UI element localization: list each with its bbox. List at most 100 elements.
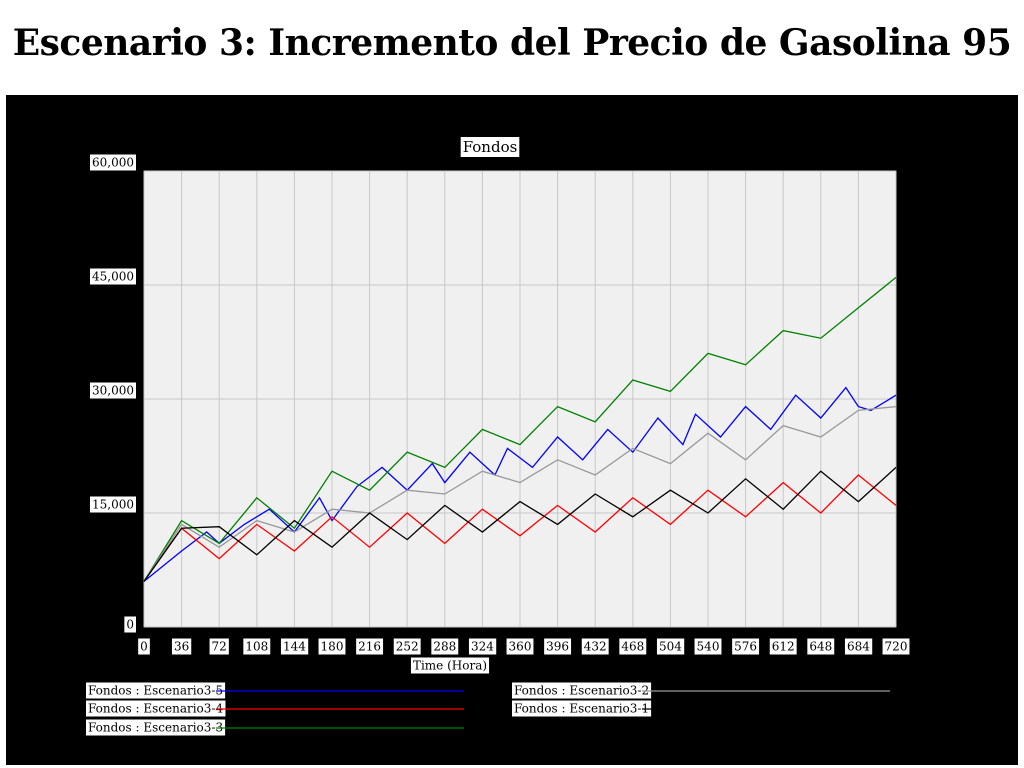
series-line-2 (143, 474, 897, 582)
legend-label-2-group: Fondos : Escenario3-4 (86, 700, 226, 717)
x-tick-label-bg (209, 638, 229, 655)
x-tick-label-group: 144 (280, 638, 309, 655)
x-tick-label: 648 (809, 640, 832, 654)
x-tick-label: 468 (621, 640, 644, 654)
x-tick-label-group: 72 (209, 638, 229, 655)
x-tick-label-group: 540 (694, 638, 722, 655)
x-tick-label-group: 468 (619, 638, 647, 655)
x-tick-label-group: 288 (431, 638, 459, 655)
fondos-chart: Fondos 0 15,000 30,000 45,000 60,000 0 36 72 108 1… (6, 95, 1018, 765)
x-tick-label-group: 216 (356, 638, 384, 655)
legend-label-2: Fondos : Escenario3-4 (88, 702, 223, 716)
x-tick-label: 540 (697, 640, 720, 654)
chart-title-bg (460, 137, 520, 157)
legend-label-4-group: Fondos : Escenario3-2 (512, 682, 652, 699)
x-tick-label: 396 (546, 640, 569, 654)
x-tick-label: 216 (358, 640, 381, 654)
x-axis-label: Time (Hora) (413, 659, 487, 673)
legend-label-3-group: Fondos : Escenario3-3 (86, 719, 226, 736)
x-tick-label-group: 576 (732, 638, 760, 655)
y-tick-label-bg (90, 382, 136, 399)
x-tick-label: 36 (174, 640, 189, 654)
slide-title: Escenario 3: Incremento del Precio de Ga… (12, 22, 1012, 64)
x-axis-label-group: Time (Hora) (410, 657, 490, 674)
x-tick-label-bg (844, 638, 873, 655)
x-tick-label-bg (619, 638, 647, 655)
y-tick-label-bg (90, 268, 136, 285)
legend-label-1-group: Fondos : Escenario3-5 (86, 682, 226, 699)
x-tick-label-bg (393, 638, 421, 655)
x-tick-label: 0 (140, 640, 148, 654)
x-tick-label-group: 324 (468, 638, 497, 655)
y-tick-label: 30,000 (92, 384, 134, 398)
y-tick-label: 15,000 (92, 498, 134, 512)
y-tick-label-group: 60,000 (90, 154, 136, 171)
x-tick-label-group: 108 (243, 638, 271, 655)
y-tick-label: 0 (126, 618, 134, 632)
series-line-4 (143, 405, 897, 582)
chart-title-group: Fondos (460, 137, 520, 157)
x-tick-label-bg (882, 638, 910, 655)
x-tick-label: 576 (734, 640, 757, 654)
y-tick-label-group: 0 (124, 616, 136, 633)
x-tick-label-bg (544, 638, 572, 655)
legend-label-5-bg (512, 700, 652, 717)
x-tick-label-bg (732, 638, 760, 655)
x-tick-label-bg (656, 638, 685, 655)
x-tick-label: 252 (396, 640, 419, 654)
x-tick-label-group: 360 (506, 638, 534, 655)
legend-label-4-bg (512, 682, 652, 699)
legend-label-5-group: Fondos : Escenario3-1 (512, 700, 652, 717)
series-line-5 (143, 466, 897, 582)
x-tick-label-bg (138, 638, 150, 655)
x-tick-label-bg (807, 638, 835, 655)
x-tick-label-group: 432 (581, 638, 609, 655)
x-tick-label-group: 504 (656, 638, 685, 655)
x-tick-label-group: 180 (318, 638, 346, 655)
x-tick-label: 684 (847, 640, 870, 654)
series-line-1 (143, 386, 897, 582)
x-tick-label-bg (431, 638, 459, 655)
x-tick-label-group: 0 (138, 638, 150, 655)
legend-label-1: Fondos : Escenario3-5 (88, 684, 223, 698)
x-tick-label-group: 612 (769, 638, 797, 655)
series-line-3 (143, 276, 897, 582)
x-tick-label: 720 (885, 640, 908, 654)
legend-label-3: Fondos : Escenario3-3 (88, 721, 223, 735)
x-tick-label: 72 (212, 640, 227, 654)
y-tick-label: 60,000 (92, 156, 134, 170)
x-tick-label-bg (280, 638, 309, 655)
x-tick-label-group: 720 (882, 638, 910, 655)
x-tick-label: 504 (659, 640, 682, 654)
x-tick-label-bg (318, 638, 346, 655)
y-tick-label-group: 15,000 (90, 496, 136, 513)
x-tick-label: 324 (471, 640, 494, 654)
legend-label-2-bg (86, 700, 226, 717)
x-tick-label-bg (356, 638, 384, 655)
x-tick-label-bg (468, 638, 497, 655)
x-tick-label: 360 (509, 640, 532, 654)
x-tick-label-group: 648 (807, 638, 835, 655)
x-tick-label-group: 396 (544, 638, 572, 655)
x-tick-label: 288 (433, 640, 456, 654)
x-tick-label: 108 (245, 640, 268, 654)
chart-title: Fondos (463, 138, 518, 156)
y-tick-label-group: 45,000 (90, 268, 136, 285)
x-tick-label-group: 684 (844, 638, 873, 655)
y-tick-label-bg (90, 496, 136, 513)
y-tick-label-bg (90, 154, 136, 171)
chart-window: Fondos 0 15,000 30,000 45,000 60,000 0 36 72 108 1… (6, 95, 1018, 765)
x-tick-label-bg (694, 638, 722, 655)
x-tick-label: 612 (772, 640, 795, 654)
legend-label-4: Fondos : Escenario3-2 (514, 684, 649, 698)
y-tick-label-group: 30,000 (90, 382, 136, 399)
x-tick-label-bg (171, 638, 192, 655)
x-tick-label-group: 36 (171, 638, 192, 655)
legend-label-1-bg (86, 682, 226, 699)
legend-label-5: Fondos : Escenario3-1 (514, 702, 649, 716)
x-axis-label-bg (410, 657, 490, 674)
x-tick-label-bg (581, 638, 609, 655)
x-tick-label-bg (243, 638, 271, 655)
x-tick-label: 432 (584, 640, 607, 654)
y-tick-label: 45,000 (92, 270, 134, 284)
